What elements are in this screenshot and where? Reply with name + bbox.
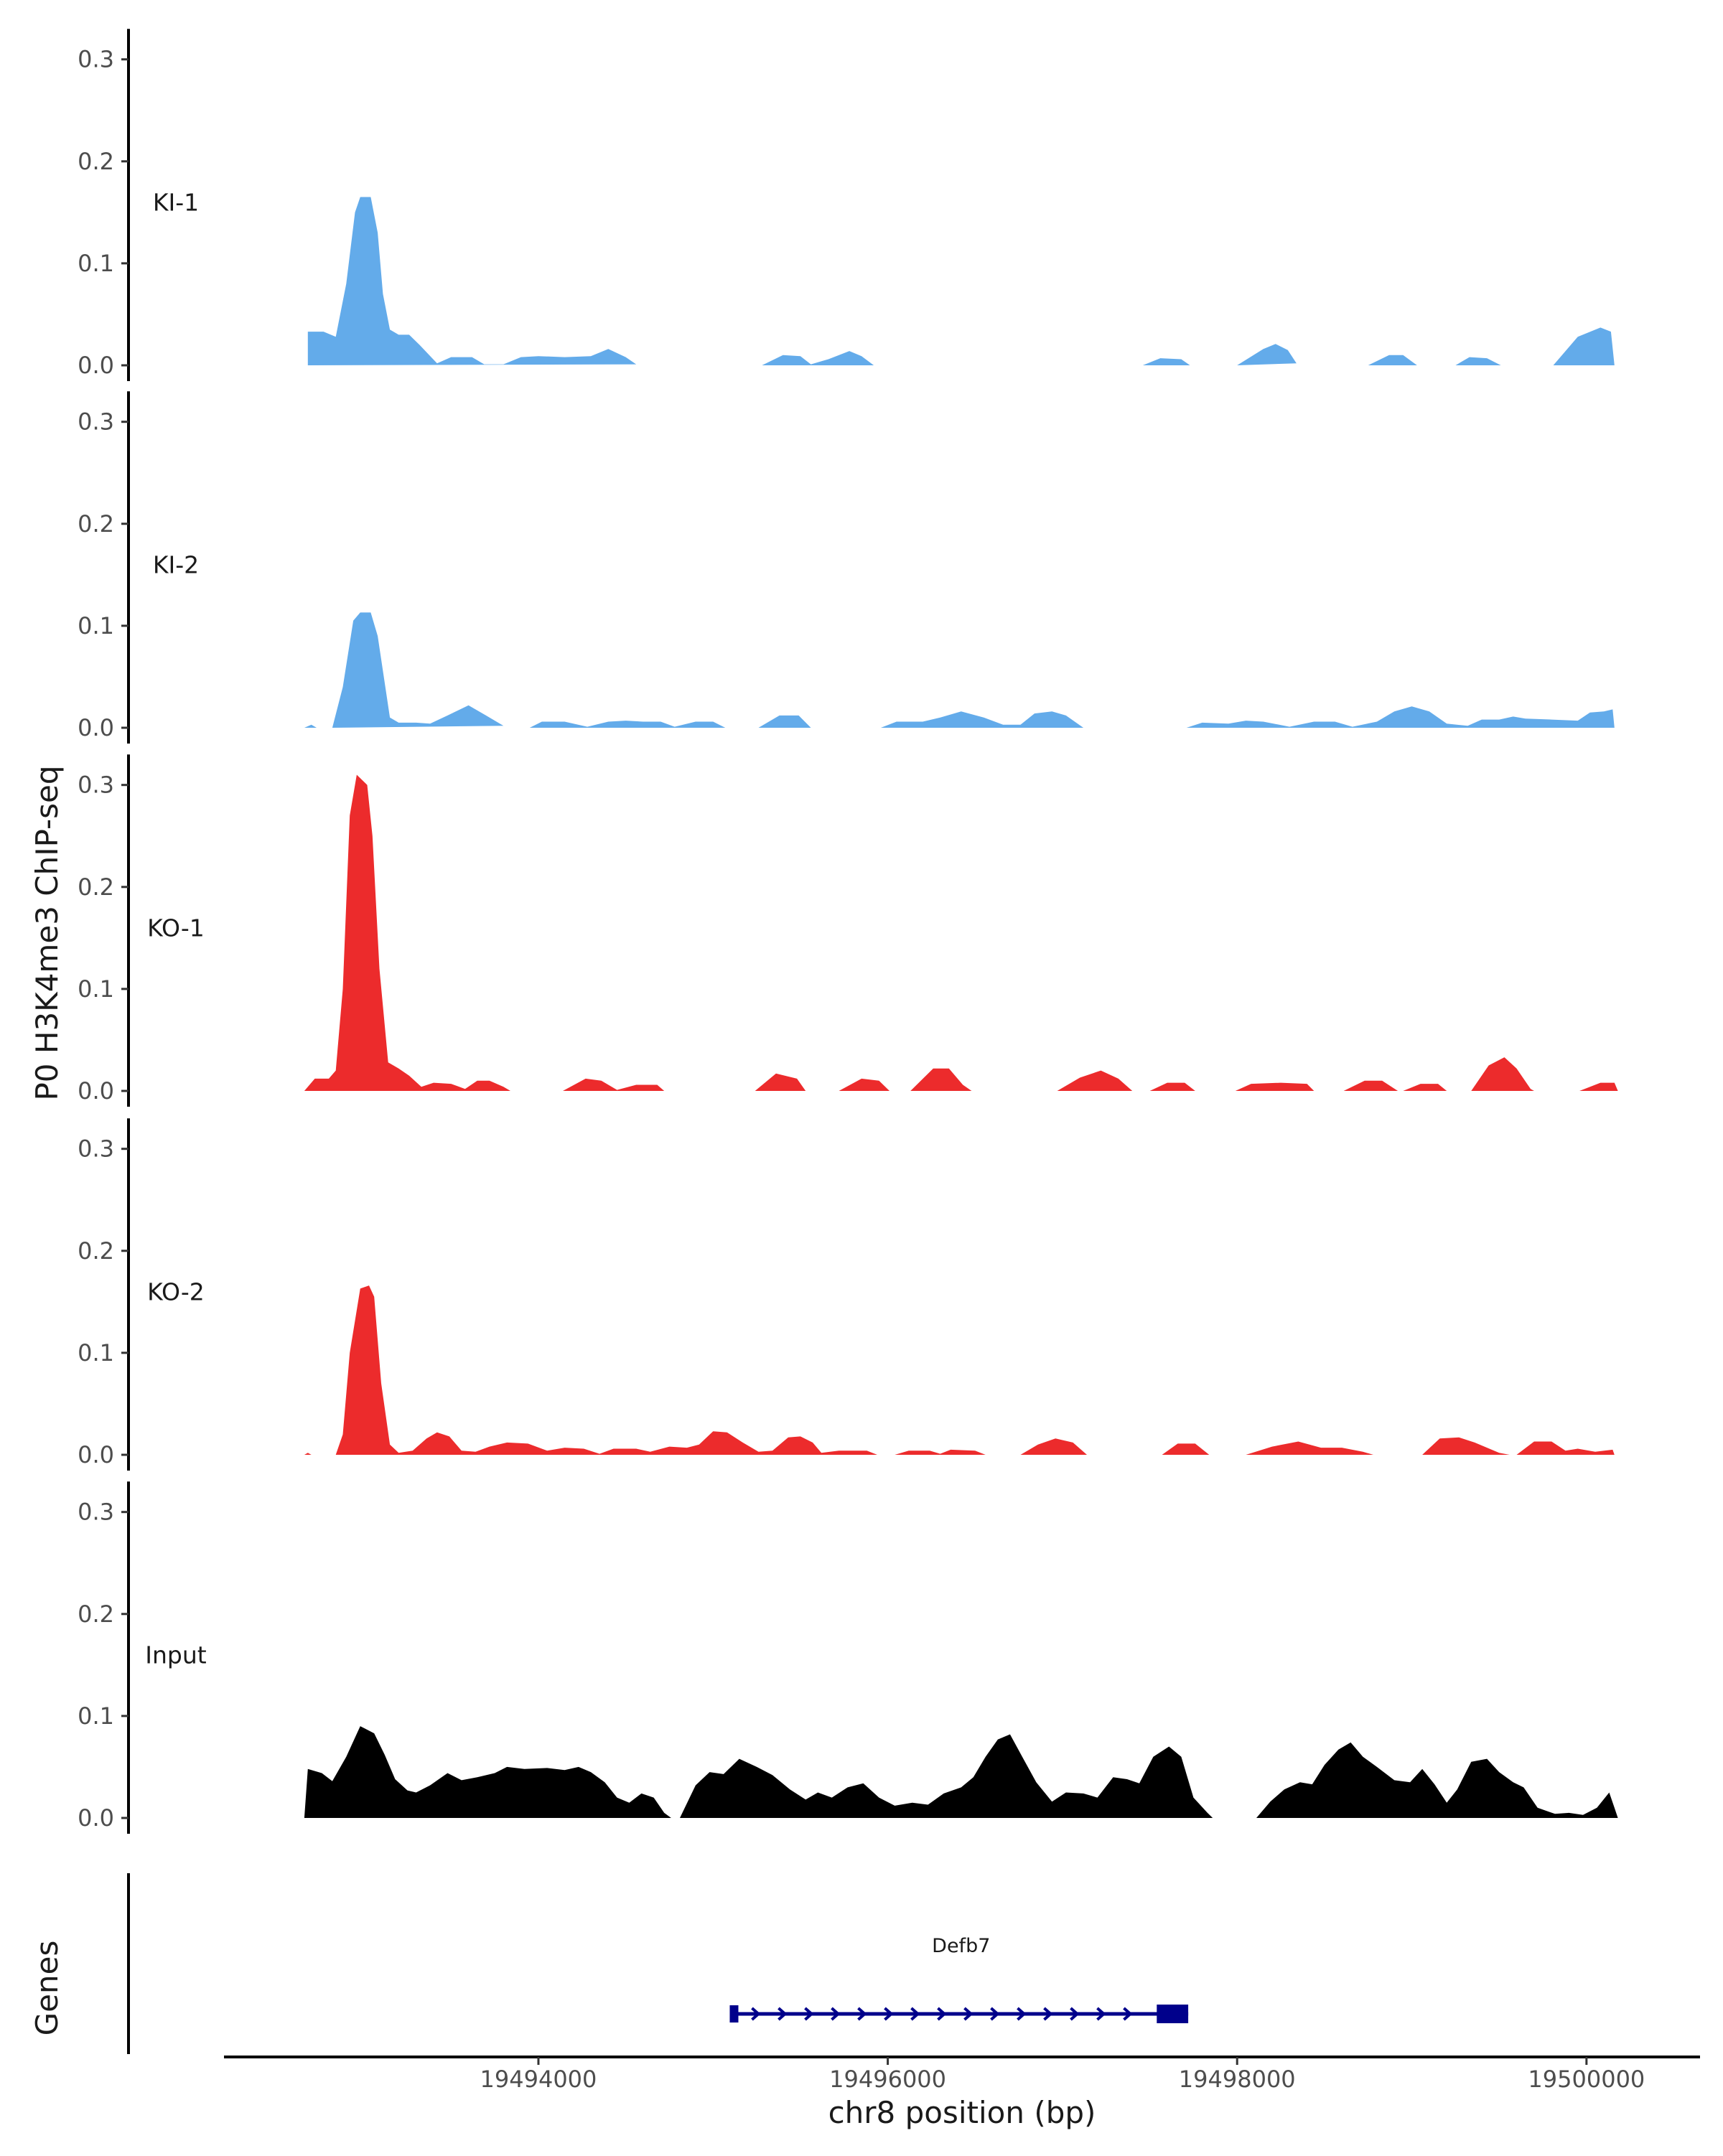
track-ko-1: 0.0 0.1 0.2 0.3 KO-1 xyxy=(78,754,1618,1107)
signal-area xyxy=(910,1068,972,1091)
signal-area xyxy=(307,197,637,365)
x-tick-label: 19494000 xyxy=(480,2066,597,2093)
signal-area xyxy=(1579,1082,1618,1091)
signal-area xyxy=(680,1734,1213,1818)
signal-area xyxy=(1471,1057,1534,1091)
x-tick-label: 19498000 xyxy=(1179,2066,1296,2093)
strand-arrow xyxy=(1096,2007,1106,2021)
y-tick-label: 0.0 xyxy=(78,1441,114,1468)
signal-area xyxy=(758,715,811,728)
track-label: KI-2 xyxy=(153,551,199,579)
y-tick-label: 0.1 xyxy=(78,612,114,639)
track-label: Input xyxy=(145,1641,207,1669)
y-tick-label: 0.2 xyxy=(78,1600,114,1628)
y-tick-label: 0.1 xyxy=(78,250,114,277)
signal-area xyxy=(1149,1082,1195,1091)
signal-area xyxy=(1162,1443,1210,1455)
tracks-layer: 0.00.10.20.3KI-10.00.10.20.3KI-20.00.10.… xyxy=(78,29,1618,1834)
y-tick-label: 0.2 xyxy=(78,873,114,901)
track-ki-2: 0.0 0.1 0.2 0.3 KI-2 xyxy=(78,391,1615,744)
y-tick-label: 0.2 xyxy=(78,148,114,175)
y-tick-label: 0.0 xyxy=(78,352,114,379)
x-axis: 19494000 19496000 19498000 19500000 xyxy=(224,2056,1700,2093)
signal-area xyxy=(304,1453,312,1455)
y-tick-label: 0.1 xyxy=(78,975,114,1003)
track-input: 0.0 0.1 0.2 0.3 Input xyxy=(78,1481,1618,1834)
signal-area xyxy=(1237,344,1297,365)
strand-arrow xyxy=(1123,2007,1133,2021)
y-axis-title: P0 H3K4me3 ChIP-seq xyxy=(29,765,65,1100)
signal-area xyxy=(1403,1084,1447,1091)
y-tick-label: 0.2 xyxy=(78,1237,114,1265)
strand-arrow xyxy=(804,2007,814,2021)
signal-area xyxy=(839,1078,889,1091)
signal-area xyxy=(1455,357,1501,365)
y-tick-label: 0.2 xyxy=(78,510,114,538)
signal-area xyxy=(880,711,1084,728)
signal-area xyxy=(529,721,726,728)
signal-area xyxy=(1422,1437,1510,1455)
strand-arrow xyxy=(831,2007,841,2021)
strand-arrow xyxy=(910,2007,920,2021)
strand-arrow xyxy=(937,2007,947,2021)
track-label: KO-1 xyxy=(147,914,205,942)
track-ki-1: 0.0 0.1 0.2 0.3 KI-1 xyxy=(78,29,1615,381)
track-label: KI-1 xyxy=(153,189,199,217)
signal-area xyxy=(1186,706,1615,728)
signal-area xyxy=(895,1449,986,1455)
gene-exon xyxy=(729,2005,739,2023)
strand-arrow xyxy=(1070,2007,1080,2021)
signal-area xyxy=(1020,1438,1087,1455)
strand-arrow xyxy=(1017,2007,1027,2021)
genes-panel: Defb7 xyxy=(127,1873,1189,2054)
x-axis-title: chr8 position (bp) xyxy=(828,2095,1096,2130)
signal-area xyxy=(762,351,874,365)
gene-name-label: Defb7 xyxy=(932,1935,990,1957)
y-tick-label: 0.1 xyxy=(78,1339,114,1367)
signal-area xyxy=(1256,1742,1618,1818)
signal-area xyxy=(1553,327,1615,365)
strand-arrow xyxy=(857,2007,867,2021)
signal-area xyxy=(1516,1441,1615,1455)
y-tick-label: 0.1 xyxy=(78,1702,114,1730)
track-ko-2: 0.0 0.1 0.2 0.3 KO-2 xyxy=(78,1118,1615,1471)
y-tick-label: 0.0 xyxy=(78,1077,114,1105)
y-tick-label: 0.0 xyxy=(78,714,114,741)
signal-area xyxy=(1246,1441,1373,1455)
gene-model-defb7: Defb7 xyxy=(729,1935,1189,2023)
strand-arrow xyxy=(1043,2007,1053,2021)
x-tick-label: 19500000 xyxy=(1528,2066,1645,2093)
signal-area xyxy=(1368,355,1417,365)
y-tick-label: 0.3 xyxy=(78,46,114,73)
signal-area xyxy=(304,1726,671,1818)
strand-arrow xyxy=(884,2007,894,2021)
signal-area xyxy=(332,612,504,728)
x-tick-label: 19496000 xyxy=(829,2066,946,2093)
y-tick-label: 0.3 xyxy=(78,1499,114,1526)
signal-area xyxy=(1235,1082,1315,1091)
strand-arrow xyxy=(963,2007,973,2021)
signal-area xyxy=(335,1285,877,1455)
signal-area xyxy=(1057,1070,1133,1091)
y-tick-label: 0.3 xyxy=(78,772,114,799)
signal-area xyxy=(304,724,317,728)
y-tick-label: 0.3 xyxy=(78,1135,114,1163)
signal-area xyxy=(1142,358,1190,365)
strand-arrow xyxy=(990,2007,1000,2021)
strand-arrow xyxy=(751,2007,761,2021)
signal-area xyxy=(563,1078,665,1091)
y-tick-label: 0.3 xyxy=(78,408,114,436)
signal-area xyxy=(1343,1080,1399,1091)
track-label: KO-2 xyxy=(147,1278,205,1306)
y-tick-label: 0.0 xyxy=(78,1804,114,1832)
signal-area xyxy=(304,774,510,1091)
strand-arrow xyxy=(778,2007,788,2021)
gene-exon xyxy=(1157,2005,1189,2023)
signal-area xyxy=(755,1073,806,1091)
genes-axis-title: Genes xyxy=(29,1941,65,2036)
